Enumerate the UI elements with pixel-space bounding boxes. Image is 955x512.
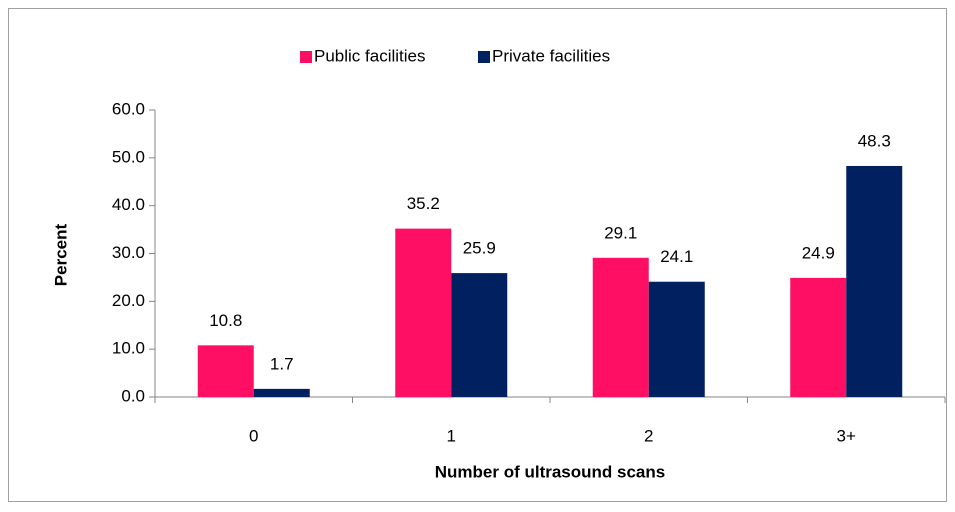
data-label: 29.1	[604, 223, 637, 242]
bar	[846, 165, 903, 397]
bar	[592, 257, 649, 397]
bar	[253, 388, 310, 397]
y-tick-label: 0.0	[121, 386, 145, 405]
chart-frame	[8, 8, 947, 502]
y-tick-label: 20.0	[112, 291, 145, 310]
data-label: 35.2	[407, 194, 440, 213]
x-tick-label: 0	[249, 426, 258, 445]
bar	[790, 277, 847, 397]
y-tick-label: 50.0	[112, 147, 145, 166]
legend-swatch	[478, 51, 490, 63]
x-axis-label: Number of ultrasound scans	[435, 462, 665, 481]
y-axis-label: Percent	[51, 223, 70, 286]
legend-label: Public facilities	[314, 46, 426, 65]
bar	[197, 345, 254, 397]
data-label: 24.9	[802, 243, 835, 262]
bar	[648, 281, 705, 397]
x-tick-label: 1	[447, 426, 456, 445]
data-label: 25.9	[463, 239, 496, 258]
data-label: 48.3	[858, 131, 891, 150]
data-label: 24.1	[660, 247, 693, 266]
x-tick-label: 3+	[837, 426, 856, 445]
bar	[451, 273, 508, 397]
y-tick-label: 60.0	[112, 99, 145, 118]
y-tick-label: 10.0	[112, 339, 145, 358]
y-tick-label: 30.0	[112, 243, 145, 262]
legend-swatch	[300, 51, 312, 63]
bar	[395, 228, 452, 397]
legend-label: Private facilities	[492, 46, 610, 65]
x-tick-label: 2	[644, 426, 653, 445]
data-label: 10.8	[209, 311, 242, 330]
y-tick-label: 40.0	[112, 195, 145, 214]
data-label: 1.7	[270, 354, 294, 373]
